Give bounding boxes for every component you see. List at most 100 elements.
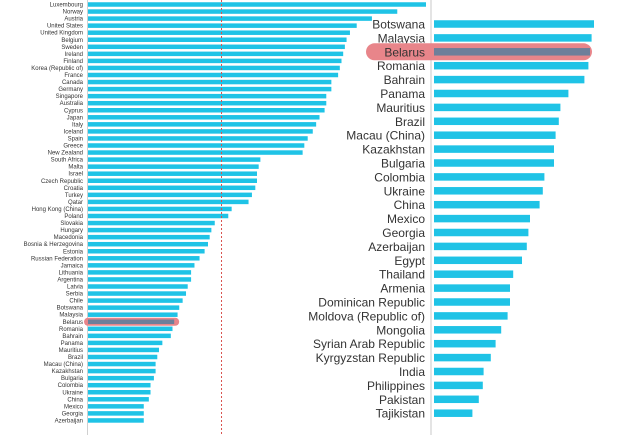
left-label-belgium: Belgium [61, 38, 83, 44]
right-label-macau-china: Macau (China) [346, 129, 425, 143]
left-bar-czech-republic [88, 178, 257, 183]
left-bar-malta [88, 164, 259, 169]
left-label-united-states: United States [47, 24, 83, 30]
right-bar-india [434, 367, 484, 376]
left-label-panama: Panama [61, 341, 84, 347]
left-bar-macau-china [88, 361, 156, 367]
right-bar-egypt [434, 256, 522, 265]
left-bar-azerbaijan [88, 418, 144, 423]
left-label-kazakhstan: Kazakhstan [52, 369, 83, 375]
left-label-macau-china: Macau (China) [44, 362, 83, 368]
left-label-south-africa: South Africa [51, 158, 84, 164]
left-label-russian-federation: Russian Federation [31, 256, 83, 262]
left-label-iceland: Iceland [64, 129, 83, 135]
left-bar-serbia [88, 291, 187, 296]
left-label-austria: Austria [64, 17, 83, 23]
right-bar-brazil [434, 117, 559, 126]
left-bar-kazakhstan [88, 368, 156, 374]
left-label-hong-kong-china: Hong Kong (China) [32, 207, 83, 213]
left-bar-luxembourg [88, 2, 426, 7]
left-bar-cyprus [88, 108, 325, 113]
left-bar-macedonia [88, 234, 210, 240]
right-bar-ukraine [434, 187, 543, 195]
right-label-india: India [399, 365, 425, 379]
left-bar-south-africa [88, 157, 261, 162]
left-bar-bosnia-herzegovina [88, 241, 208, 247]
left-bar-qatar [88, 199, 249, 205]
right-label-kazakhstan: Kazakhstan [362, 143, 425, 157]
left-bar-germany [88, 86, 332, 92]
left-bar-norway [88, 9, 398, 14]
left-label-jamaica: Jamaica [61, 263, 84, 269]
left-bar-bahrain [88, 333, 171, 339]
right-label-moldova-republic-of: Moldova (Republic of) [308, 309, 425, 323]
left-bar-latvia [88, 284, 188, 289]
right-label-azerbaijan: Azerbaijan [368, 240, 425, 254]
left-label-colombia: Colombia [58, 383, 84, 389]
left-bar-iceland [88, 129, 313, 134]
left-label-chile: Chile [69, 299, 83, 305]
left-bar-bulgaria [88, 375, 154, 381]
left-label-serbia: Serbia [66, 292, 84, 298]
left-bar-estonia [88, 249, 205, 254]
right-label-panama: Panama [380, 87, 425, 101]
left-label-greece: Greece [63, 144, 83, 150]
right-bar-dominican-republic [434, 298, 510, 306]
left-label-brazil: Brazil [68, 355, 83, 361]
left-label-qatar: Qatar [68, 200, 83, 206]
right-label-pakistan: Pakistan [379, 393, 425, 407]
left-label-malta: Malta [68, 165, 83, 171]
left-bar-georgia [88, 411, 144, 416]
left-bar-canada [88, 79, 332, 85]
left-label-turkey: Turkey [65, 193, 83, 199]
left-label-italy: Italy [72, 122, 83, 128]
left-label-hungary: Hungary [60, 228, 83, 234]
right-bar-philippines [434, 381, 483, 390]
left-label-latvia: Latvia [67, 285, 84, 291]
left-label-finland: Finland [63, 59, 83, 65]
left-bar-spain [88, 136, 308, 141]
right-bar-chart-zoom: BotswanaMalaysiaBelarusRomaniaBahrainPan… [308, 18, 594, 421]
right-label-tajikistan: Tajikistan [376, 407, 425, 421]
left-label-germany: Germany [58, 87, 83, 93]
left-bar-korea-republic-of [88, 65, 340, 71]
left-bar-turkey [88, 192, 252, 198]
right-bar-mauritius [434, 103, 561, 112]
left-bar-romania [88, 326, 173, 332]
left-label-sweden: Sweden [61, 45, 83, 51]
right-label-mexico: Mexico [387, 212, 425, 226]
right-label-malaysia: Malaysia [378, 31, 426, 45]
left-bar-austria [88, 16, 372, 21]
left-label-poland: Poland [64, 214, 83, 220]
left-label-japan: Japan [67, 115, 83, 121]
right-bar-azerbaijan [434, 242, 527, 251]
left-label-ukraine: Ukraine [62, 390, 83, 396]
left-label-israel: Israel [68, 172, 83, 178]
right-label-mongolia: Mongolia [376, 323, 425, 337]
right-label-philippines: Philippines [367, 379, 425, 393]
right-bar-malaysia [434, 34, 592, 42]
right-label-belarus: Belarus [384, 45, 425, 59]
left-label-bulgaria: Bulgaria [61, 376, 84, 382]
right-label-ukraine: Ukraine [384, 184, 426, 198]
right-bar-armenia [434, 284, 510, 292]
left-label-botswana: Botswana [57, 306, 84, 312]
left-label-lithuania: Lithuania [59, 270, 84, 276]
left-label-slovakia: Slovakia [60, 221, 83, 227]
left-bar-brazil [88, 354, 158, 360]
right-label-georgia: Georgia [382, 226, 425, 240]
right-label-mauritius: Mauritius [376, 101, 425, 115]
right-label-egypt: Egypt [394, 254, 425, 268]
right-label-china: China [394, 198, 426, 212]
right-bar-thailand [434, 270, 514, 278]
right-bar-syrian-arab-republic [434, 339, 496, 348]
left-label-china: China [67, 397, 83, 403]
left-label-azerbaijan: Azerbaijan [55, 418, 83, 424]
right-label-dominican-republic: Dominican Republic [318, 296, 425, 310]
left-bar-jamaica [88, 263, 195, 268]
right-bar-moldova-republic-of [434, 312, 508, 320]
right-label-syrian-arab-republic: Syrian Arab Republic [313, 337, 425, 351]
left-bar-sweden [88, 44, 345, 50]
